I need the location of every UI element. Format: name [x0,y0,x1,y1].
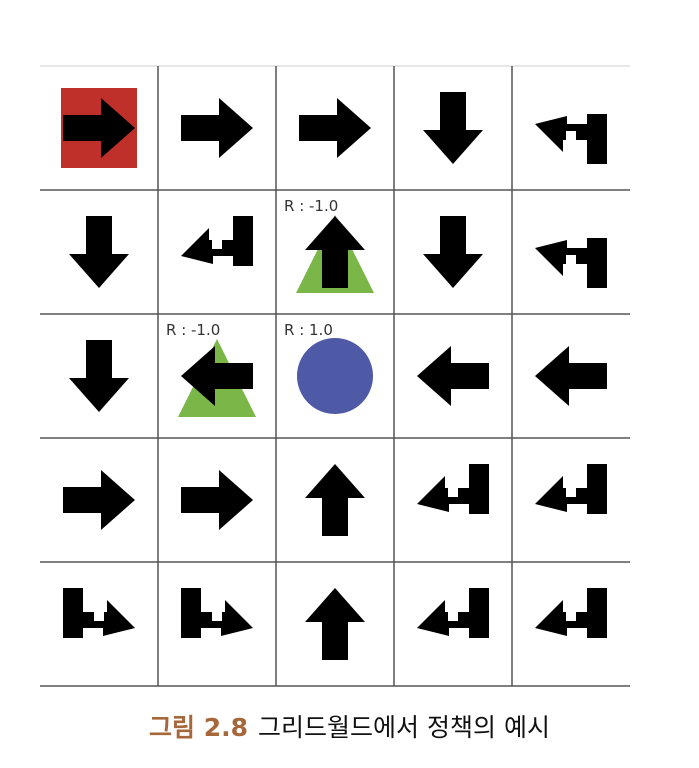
grid-cell [181,98,253,158]
grid-cell [535,346,607,406]
grid-lines [40,65,630,687]
arrow-down-icon [69,340,129,412]
grid-cell [61,88,137,168]
grid-cell [181,588,253,638]
grid-cell [535,464,607,514]
grid-cell [423,92,483,164]
arrow-notch [448,611,458,621]
arrow-notch [212,239,222,249]
grid-cell [535,588,607,638]
grid-cell [69,216,129,288]
reward-label: R : -1.0 [166,321,220,339]
grid-cell [417,464,489,514]
grid-cell [63,588,135,638]
arrow-left-icon [181,346,253,406]
gridworld-policy-figure: R : -1.0 R : -1.0 R : 1.0 [40,65,630,687]
grid-cell [181,216,253,266]
arrow-notch [566,611,576,621]
goal-circle [297,338,373,414]
arrow-right-icon [63,98,135,158]
arrow-up-icon [305,588,365,660]
grid-cell: R : -1.0 [166,321,256,417]
arrow-down-icon [69,216,129,288]
grid-cell: R : 1.0 [284,321,373,414]
arrow-right-icon [63,470,135,530]
arrow-notch [212,611,222,621]
arrow-down-icon [423,216,483,288]
grid-cell [423,216,483,288]
figure-number: 그림 2.8 [149,713,249,742]
arrow-right-icon [299,98,371,158]
arrow-notch [566,487,576,497]
arrow-notch [448,487,458,497]
figure-caption-text: 그리드월드에서 정책의 예시 [258,713,550,742]
arrow-right-icon [181,98,253,158]
arrow-down-icon [423,92,483,164]
arrow-left-icon [535,346,607,406]
grid-cell [535,114,607,164]
grid-cell [305,464,365,536]
grid-cell [305,588,365,660]
grid-cell [181,470,253,530]
arrow-right-icon [181,470,253,530]
arrow-up-icon [305,464,365,536]
grid-cell: R : -1.0 [284,197,374,293]
grid-cell [299,98,371,158]
grid-cell [535,238,607,288]
figure-caption: 그림 2.8 그리드월드에서 정책의 예시 [0,708,699,744]
grid-cell [417,588,489,638]
reward-label: R : 1.0 [284,321,333,339]
reward-label: R : -1.0 [284,197,338,215]
grid-cell [69,340,129,412]
arrow-notch [566,255,576,265]
arrow-up-icon [305,216,365,288]
arrow-notch [566,131,576,141]
grid-cell [63,470,135,530]
arrow-notch [94,611,104,621]
grid-cell [417,346,489,406]
arrow-left-icon [417,346,489,406]
